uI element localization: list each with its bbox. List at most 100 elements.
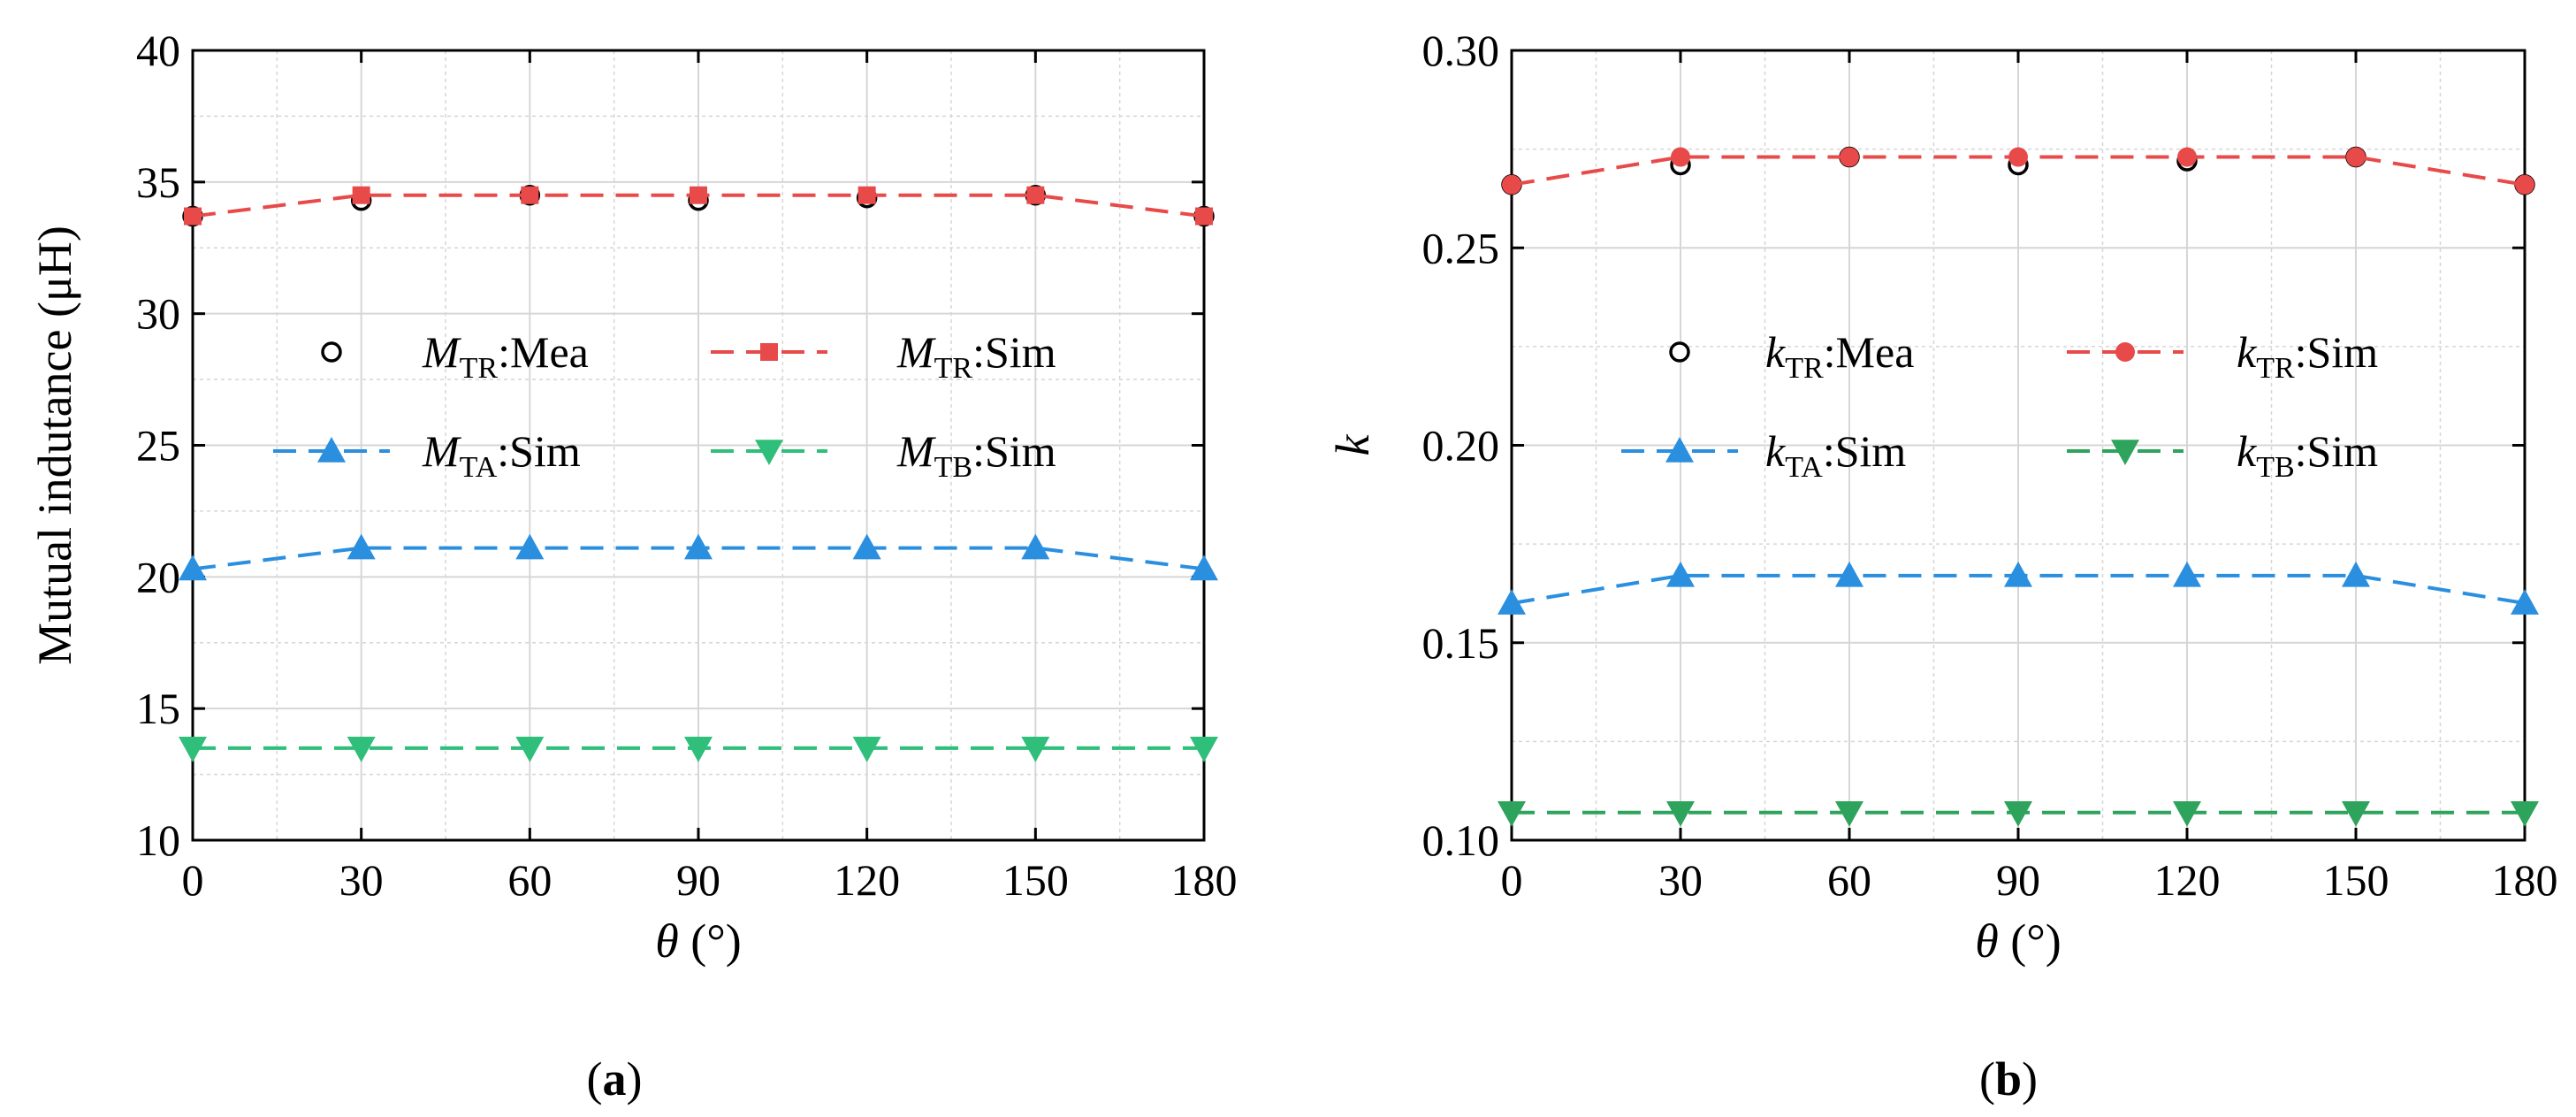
grid (192, 50, 1205, 841)
data-point-tr (2346, 147, 2366, 167)
data-point-ta (179, 555, 207, 581)
data-point-tb (1835, 800, 1863, 827)
legend: kTR:Mea kTR:Sim kTA:Sim kTB:Sim (1621, 327, 2378, 484)
x-tick-label: 60 (1827, 855, 1871, 905)
legend-item-mea: kTR:Mea (1669, 327, 1914, 385)
y-tick-label: 0.25 (1422, 223, 1500, 272)
legend-symbol: M (422, 327, 461, 377)
legend-subscript: TB (934, 451, 972, 484)
caption-open: ( (587, 1052, 603, 1106)
legend-suffix: :Sim (972, 327, 1056, 377)
data-point-ta (2004, 561, 2032, 587)
panel-b-chart: 0 30 60 90 120 150 180 0.10 0.15 0.20 0.25 0.30 θ (°… (1326, 26, 2558, 1106)
x-axis-title: θ (°) (655, 914, 742, 968)
data-point-tb (1190, 737, 1218, 762)
legend-suffix: :Sim (2295, 426, 2379, 476)
data-point-tr (2515, 174, 2534, 195)
data-point-ta (2342, 561, 2370, 587)
legend-marker-tb (755, 440, 783, 465)
y-tick-label: 35 (136, 157, 180, 207)
data-point-tr (1671, 147, 1690, 167)
data-point-ta (1666, 561, 1695, 587)
caption-close: ) (2022, 1052, 2038, 1106)
legend-label-ta: MTA:Sim (422, 426, 581, 484)
legend-item-mea: MTR:Mea (321, 327, 589, 385)
legend-item-ta: kTA:Sim (1621, 426, 1906, 484)
data-point-tr (1026, 186, 1045, 204)
legend-symbol: M (896, 327, 936, 377)
legend-label-tr: kTR:Sim (2237, 327, 2378, 385)
x-tick-label: 150 (1002, 855, 1069, 905)
panel-a-chart: 0 30 60 90 120 150 180 10 15 20 25 30 35 40 θ (°) Mutua… (28, 26, 1238, 1106)
y-axis-title: k (1326, 433, 1379, 455)
legend-item-ta: MTA:Sim (273, 426, 581, 484)
legend-marker-tr (2115, 342, 2135, 362)
series-ta (179, 533, 1218, 581)
legend-marker-ta (317, 437, 346, 463)
data-point-tb (515, 737, 545, 762)
data-point-tb (684, 737, 713, 762)
y-tick-label: 10 (136, 815, 180, 865)
legend-symbol: M (422, 426, 461, 476)
y-tick-label: 30 (136, 289, 180, 339)
y-tick-label: 15 (136, 684, 180, 733)
legend-label-mea: kTR:Mea (1765, 327, 1914, 385)
caption-close: ) (627, 1052, 643, 1106)
data-point-tb (347, 737, 376, 762)
legend-symbol: k (2237, 327, 2257, 377)
legend-label-tb: MTB:Sim (896, 426, 1056, 484)
data-point-tr (1195, 207, 1213, 226)
data-point-tr (184, 207, 202, 226)
legend-label-ta: kTA:Sim (1765, 426, 1906, 484)
data-point-ta (1498, 589, 1526, 615)
x-axis-title: θ (°) (1975, 914, 2062, 968)
legend-label-tr: MTR:Sim (896, 327, 1056, 385)
y-tick-label: 25 (136, 421, 180, 471)
data-point-ta (852, 533, 881, 560)
legend-symbol: M (896, 426, 936, 476)
data-point-ta (515, 533, 545, 560)
data-point-ta (684, 533, 713, 560)
x-tick-label: 30 (339, 855, 384, 905)
series-tr (1502, 147, 2534, 195)
x-tick-label: 90 (1996, 855, 2040, 905)
caption-letter: a (603, 1052, 627, 1106)
panel-caption: (a) (587, 1052, 643, 1106)
y-tick-label: 0.15 (1422, 618, 1500, 668)
legend-suffix: :Mea (1824, 327, 1915, 377)
data-point-tr (2008, 147, 2028, 167)
data-point-ta (1835, 561, 1863, 587)
data-point-tb (2173, 800, 2201, 827)
data-point-tb (1666, 800, 1695, 827)
legend-item-tb: kTB:Sim (2067, 426, 2378, 484)
x-tick-label: 120 (834, 855, 900, 905)
x-tick-label: 30 (1658, 855, 1703, 905)
legend-marker-mea (1669, 341, 1690, 363)
legend-suffix: :Mea (498, 327, 589, 377)
x-axis-symbol: θ (1975, 914, 1999, 968)
legend-suffix: :Sim (972, 426, 1056, 476)
legend-item-tb: MTB:Sim (711, 426, 1056, 484)
x-tick-label: 150 (2323, 855, 2389, 905)
data-point-ta (1021, 533, 1050, 560)
data-point-tr (1840, 147, 1859, 167)
data-point-ta (1190, 555, 1218, 581)
series-tr (184, 186, 1213, 226)
series-tb (179, 737, 1218, 762)
data-point-tb (2004, 800, 2032, 827)
legend-label-tb: kTB:Sim (2237, 426, 2378, 484)
x-tick-label: 120 (2154, 855, 2221, 905)
data-point-tr (521, 186, 539, 204)
data-point-tb (2342, 800, 2370, 827)
x-tick-label: 60 (507, 855, 552, 905)
series-tb (1498, 800, 2539, 827)
legend-marker-ta (1665, 437, 1694, 463)
legend-symbol: k (2237, 426, 2257, 476)
legend-subscript: TR (460, 352, 499, 385)
data-point-tr (2177, 147, 2197, 167)
y-tick-label: 0.20 (1422, 421, 1500, 471)
x-tick-label: 0 (182, 855, 204, 905)
data-point-tb (1498, 800, 1526, 827)
